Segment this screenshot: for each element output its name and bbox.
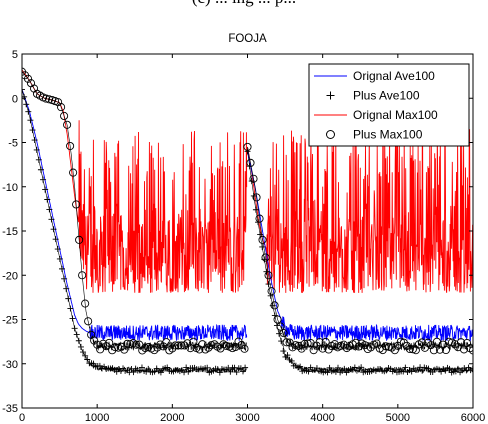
circle-marker xyxy=(210,340,219,349)
legend-label: Plus Ave100 xyxy=(353,89,420,103)
circle-marker xyxy=(99,339,108,348)
series-trace xyxy=(247,146,473,352)
y-tick-label: -35 xyxy=(2,403,18,415)
circle-marker xyxy=(66,141,75,151)
y-tick-label: -20 xyxy=(2,270,18,282)
ticks-layer: 0 1000 2000 3000 4000 5000 6000 5 0 -5 -10 -15 -20 -2… xyxy=(2,49,485,424)
circle-marker xyxy=(69,168,78,177)
circle-marker xyxy=(75,235,84,244)
circle-marker xyxy=(279,329,288,338)
circle-marker xyxy=(222,341,231,350)
circle-marker xyxy=(267,287,276,296)
legend-label: Plus Max100 xyxy=(353,128,423,142)
circle-marker xyxy=(243,142,252,151)
circle-marker xyxy=(282,338,291,347)
series-plus-max100 xyxy=(22,67,473,355)
series-layer xyxy=(22,67,473,376)
series-trace xyxy=(247,151,473,374)
circle-marker xyxy=(81,299,90,308)
circle-marker xyxy=(273,315,282,324)
y-tick-label: 5 xyxy=(12,49,18,61)
plus-marker xyxy=(239,368,246,375)
y-tick-label: -10 xyxy=(2,182,18,194)
legend: Orignal Ave100 Plus Ave100 Orignal Max100 P… xyxy=(308,63,470,147)
series-line xyxy=(247,128,473,293)
plus-marker xyxy=(280,348,287,355)
plus-marker xyxy=(335,364,342,371)
series-line xyxy=(22,69,248,293)
plus-marker xyxy=(244,148,251,155)
circle-marker xyxy=(23,74,33,83)
chart-title: FOOJA xyxy=(228,33,267,45)
y-tick-label: -5 xyxy=(8,138,18,150)
legend-box xyxy=(308,63,470,147)
circle-marker xyxy=(297,344,306,353)
circle-marker xyxy=(150,346,159,355)
legend-circle-swatch xyxy=(326,130,335,139)
circle-marker xyxy=(42,94,51,103)
circle-marker xyxy=(84,317,93,326)
plus-marker xyxy=(164,364,171,371)
circle-marker xyxy=(390,346,399,355)
plus-marker xyxy=(284,352,291,359)
circle-marker xyxy=(162,338,171,347)
circle-marker xyxy=(429,346,438,355)
x-tick-label: 0 xyxy=(19,412,25,424)
plus-marker xyxy=(216,369,223,376)
circle-marker xyxy=(315,338,324,347)
circle-marker xyxy=(246,158,255,167)
y-tick-label: -25 xyxy=(2,315,18,327)
circle-marker xyxy=(252,193,261,202)
series-plus-ave100 xyxy=(22,86,473,376)
x-tick-label: 1000 xyxy=(85,412,109,424)
circle-marker xyxy=(276,322,285,331)
plus-marker xyxy=(138,364,145,371)
x-tick-label: 3000 xyxy=(235,412,259,424)
circle-marker xyxy=(264,271,273,280)
series-trace xyxy=(22,89,247,374)
series-line xyxy=(22,89,248,342)
x-tick-label: 5000 xyxy=(386,412,410,424)
circle-marker xyxy=(441,345,450,355)
series-trace xyxy=(22,71,247,352)
circle-marker xyxy=(249,174,258,183)
legend-label: Orignal Max100 xyxy=(353,108,438,122)
circle-marker xyxy=(60,111,69,120)
circle-marker xyxy=(258,235,267,244)
circle-marker xyxy=(309,346,318,355)
circle-marker xyxy=(321,337,330,347)
y-tick-label: -15 xyxy=(2,226,18,238)
circle-marker xyxy=(261,253,270,262)
circle-marker xyxy=(459,345,469,354)
circle-marker xyxy=(105,338,114,347)
y-tick-label: -30 xyxy=(2,359,18,371)
x-tick-label: 4000 xyxy=(310,412,334,424)
plus-marker xyxy=(22,86,25,93)
series-orignal-ave100 xyxy=(22,89,473,342)
circle-marker xyxy=(255,214,264,223)
legend-plus-swatch xyxy=(326,91,335,100)
circle-marker xyxy=(63,120,72,129)
x-tick-label: 2000 xyxy=(160,412,184,424)
circle-marker xyxy=(240,344,249,353)
circle-marker xyxy=(78,271,87,280)
x-tick-label: 6000 xyxy=(461,412,485,424)
circle-marker xyxy=(57,103,66,112)
circle-marker xyxy=(270,301,279,310)
legend-label: Orignal Ave100 xyxy=(353,69,435,83)
series-line xyxy=(247,151,473,342)
y-tick-label: 0 xyxy=(12,93,18,105)
figure-caption: (c) ... ing ... p... xyxy=(0,0,488,8)
circle-marker xyxy=(45,95,54,104)
